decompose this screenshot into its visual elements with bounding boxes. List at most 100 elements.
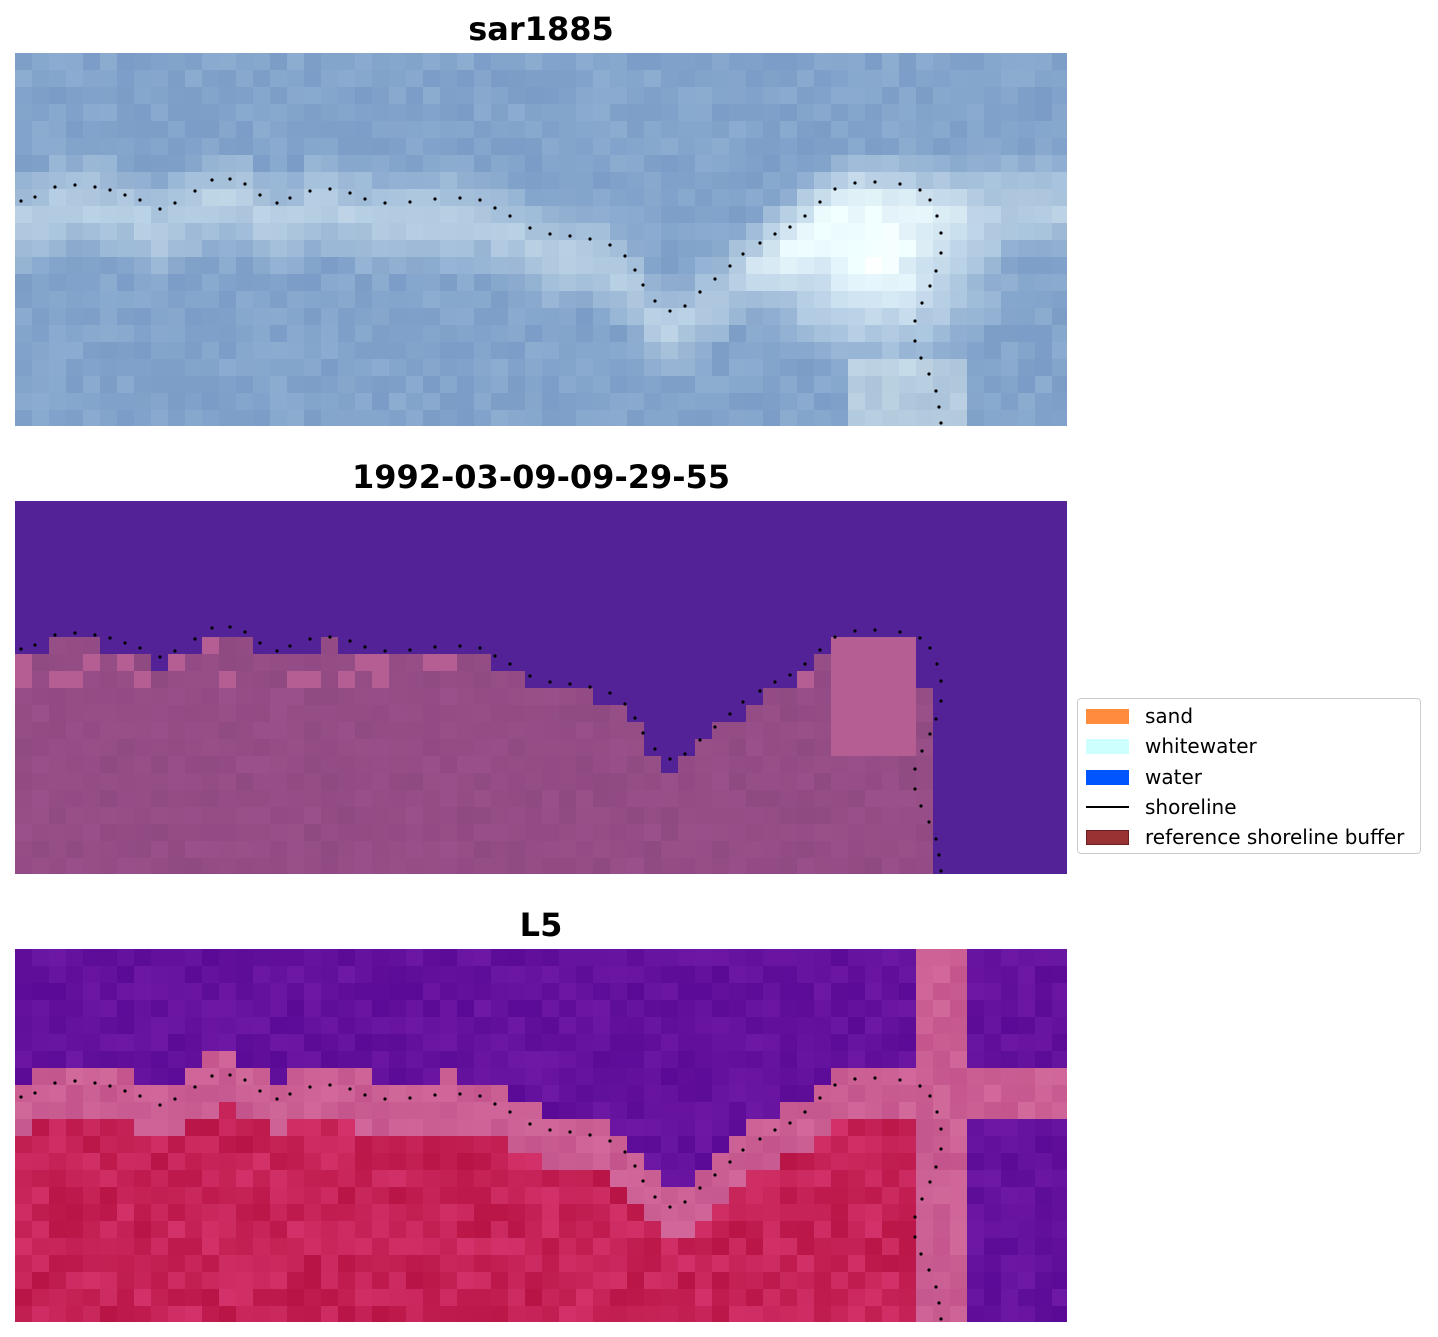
shoreline-point (633, 268, 637, 272)
shoreline-point (773, 1128, 777, 1132)
shoreline-point (934, 1285, 938, 1289)
shoreline-point (935, 214, 939, 218)
shoreline-point (348, 191, 352, 195)
shoreline-point (919, 804, 923, 808)
shoreline-point (138, 1094, 142, 1098)
shoreline-point (728, 712, 732, 716)
shoreline-point (833, 635, 837, 639)
shoreline-dots-sar (19, 177, 943, 425)
shoreline-point (383, 1097, 387, 1101)
shoreline-point (873, 628, 877, 632)
shoreline-point (758, 241, 762, 245)
shoreline-point (803, 1110, 807, 1114)
shoreline-point (275, 649, 279, 653)
shoreline-point (928, 732, 932, 736)
shoreline-point (288, 1092, 292, 1096)
shoreline-point (935, 1110, 939, 1114)
shoreline-point (818, 648, 822, 652)
shoreline-point (138, 198, 142, 202)
shoreline-point (937, 405, 941, 409)
shoreline-point (568, 234, 572, 238)
shoreline-point (934, 389, 938, 393)
shoreline-point (173, 1097, 177, 1101)
shoreline-point (833, 1083, 837, 1087)
shoreline-point (53, 633, 57, 637)
shoreline-point (528, 674, 532, 678)
sand-swatch-icon (1086, 709, 1129, 724)
shoreline-point (873, 180, 877, 184)
shoreline-dots-index (19, 1073, 943, 1321)
legend-label-sand: sand (1145, 704, 1194, 728)
shoreline-point (623, 1150, 627, 1154)
shoreline-point (683, 1200, 687, 1204)
shoreline-point (698, 1186, 702, 1190)
shoreline-point (803, 214, 807, 218)
shoreline-point (698, 290, 702, 294)
shoreline-point (913, 1235, 917, 1239)
shoreline-point (93, 633, 97, 637)
shoreline-point (228, 177, 232, 181)
shoreline-point (93, 1081, 97, 1085)
shoreline-point (493, 654, 497, 658)
shoreline-dots-classification (19, 625, 943, 873)
shoreline-point (683, 752, 687, 756)
shoreline-point (713, 1173, 717, 1177)
shoreline-point (193, 637, 197, 641)
shoreline-point (478, 646, 482, 650)
shoreline-point (108, 636, 112, 640)
shoreline-point (928, 646, 932, 650)
shoreline-point (328, 187, 332, 191)
shoreline-point (913, 787, 917, 791)
shoreline-point (568, 682, 572, 686)
legend-item-buffer: reference shoreline buffer (1086, 825, 1416, 849)
shoreline-point (173, 201, 177, 205)
index-panel (15, 949, 1067, 1322)
shoreline-point (288, 196, 292, 200)
shoreline-point (641, 1179, 645, 1183)
shoreline-point (913, 1215, 917, 1219)
shoreline-point (608, 1139, 612, 1143)
shoreline-point (935, 662, 939, 666)
shoreline-point (939, 1317, 943, 1321)
shoreline-point (458, 1092, 462, 1096)
shoreline-point (348, 639, 352, 643)
shoreline-point (73, 183, 77, 187)
classification-image (15, 501, 1067, 874)
shoreline-point (288, 644, 292, 648)
shoreline-point (478, 1094, 482, 1098)
shoreline-point (308, 637, 312, 641)
shoreline-point (928, 1094, 932, 1098)
shoreline-point (788, 225, 792, 229)
shoreline-point (363, 197, 367, 201)
shoreline-point (937, 853, 941, 857)
shoreline-point (788, 673, 792, 677)
legend-label-buffer: reference shoreline buffer (1145, 825, 1405, 849)
shoreline-point (19, 1095, 23, 1099)
shoreline-point (108, 188, 112, 192)
shoreline-point (53, 185, 57, 189)
classification-panel (15, 501, 1067, 874)
shoreline-point (53, 1081, 57, 1085)
shoreline-point (33, 1091, 37, 1095)
shoreline-point (934, 269, 938, 273)
shoreline-point (918, 636, 922, 640)
index-image (15, 949, 1067, 1322)
shoreline-point (939, 1127, 943, 1131)
shoreline-point (275, 201, 279, 205)
shoreline-point (228, 1073, 232, 1077)
shoreline-point (623, 702, 627, 706)
shoreline-point (927, 820, 931, 824)
shoreline-point (913, 339, 917, 343)
shoreline-point (898, 1078, 902, 1082)
shoreline-point (478, 198, 482, 202)
shoreline-point (73, 1079, 77, 1083)
shoreline-point (258, 193, 262, 197)
sar-image-panel (15, 53, 1067, 426)
legend-item-shoreline: shoreline (1086, 795, 1416, 819)
shoreline-point (493, 1102, 497, 1106)
shoreline-point (937, 1301, 941, 1305)
shoreline-point (853, 1077, 857, 1081)
shoreline-point (123, 193, 127, 197)
shoreline-point (608, 691, 612, 695)
shoreline-point (258, 641, 262, 645)
